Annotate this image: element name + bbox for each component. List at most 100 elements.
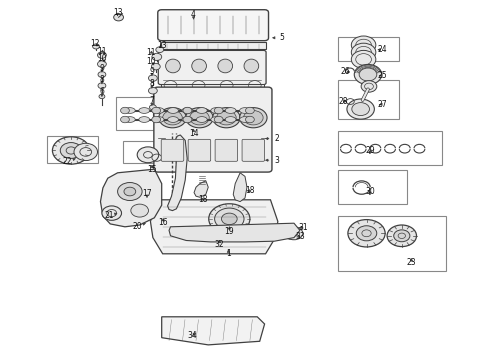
Text: 11: 11: [97, 46, 107, 55]
Circle shape: [182, 226, 200, 239]
Text: 9: 9: [149, 68, 154, 77]
Circle shape: [209, 204, 250, 234]
Text: 23: 23: [407, 258, 416, 267]
Circle shape: [152, 53, 162, 60]
Ellipse shape: [240, 117, 250, 122]
Text: 29: 29: [365, 146, 375, 155]
Circle shape: [217, 111, 236, 125]
Text: 9: 9: [99, 64, 104, 73]
Text: 18: 18: [245, 186, 255, 195]
Text: 17: 17: [142, 189, 152, 198]
Text: 13: 13: [157, 40, 167, 49]
Polygon shape: [169, 223, 300, 242]
Circle shape: [183, 107, 192, 114]
Circle shape: [214, 107, 223, 114]
Ellipse shape: [124, 108, 135, 113]
Circle shape: [74, 143, 98, 161]
Text: 16: 16: [158, 218, 168, 227]
Ellipse shape: [153, 117, 164, 122]
FancyBboxPatch shape: [161, 84, 264, 87]
Circle shape: [159, 108, 186, 128]
Ellipse shape: [124, 117, 135, 122]
Bar: [47, 136, 98, 163]
Text: 31: 31: [298, 223, 308, 232]
Text: 30: 30: [365, 187, 375, 196]
Ellipse shape: [139, 108, 149, 113]
Circle shape: [215, 208, 244, 230]
Circle shape: [148, 87, 157, 94]
Circle shape: [148, 75, 157, 81]
Circle shape: [152, 116, 161, 123]
Circle shape: [214, 116, 223, 123]
Bar: [122, 141, 176, 163]
Circle shape: [102, 206, 122, 220]
Circle shape: [183, 116, 192, 123]
Ellipse shape: [192, 59, 206, 73]
Polygon shape: [194, 181, 208, 197]
Text: 19: 19: [224, 227, 234, 236]
Bar: [338, 131, 442, 165]
Text: 25: 25: [377, 71, 387, 80]
Circle shape: [351, 36, 376, 54]
Circle shape: [121, 116, 129, 123]
FancyBboxPatch shape: [154, 87, 272, 172]
Circle shape: [121, 107, 129, 114]
Circle shape: [356, 226, 377, 241]
Circle shape: [359, 68, 377, 81]
Text: 8: 8: [99, 75, 104, 84]
Ellipse shape: [211, 117, 221, 122]
FancyBboxPatch shape: [161, 139, 184, 161]
Ellipse shape: [211, 108, 221, 113]
Text: 10: 10: [97, 54, 107, 63]
Circle shape: [124, 187, 136, 196]
Circle shape: [98, 72, 106, 77]
Circle shape: [352, 103, 369, 116]
Text: 5: 5: [273, 33, 284, 42]
Polygon shape: [168, 135, 187, 211]
Text: 28: 28: [338, 97, 348, 106]
Circle shape: [165, 142, 180, 153]
FancyBboxPatch shape: [188, 139, 211, 161]
Circle shape: [244, 111, 263, 125]
Ellipse shape: [244, 59, 259, 73]
Circle shape: [98, 83, 106, 89]
Text: 12: 12: [90, 40, 99, 49]
Bar: [338, 37, 399, 61]
FancyBboxPatch shape: [158, 10, 269, 41]
Text: 4: 4: [191, 10, 196, 19]
Circle shape: [149, 105, 156, 110]
Text: 6: 6: [99, 87, 104, 96]
Text: 1: 1: [226, 249, 231, 258]
Circle shape: [151, 63, 160, 70]
Circle shape: [156, 47, 164, 53]
Text: 13: 13: [113, 8, 122, 17]
Circle shape: [240, 108, 267, 128]
Circle shape: [52, 137, 90, 164]
Circle shape: [394, 230, 410, 242]
Circle shape: [361, 81, 377, 92]
FancyBboxPatch shape: [158, 50, 266, 85]
Bar: [116, 97, 256, 130]
FancyBboxPatch shape: [242, 139, 265, 161]
Text: 24: 24: [377, 45, 387, 54]
Text: 34: 34: [187, 331, 197, 340]
Text: 10: 10: [146, 57, 156, 66]
Circle shape: [260, 226, 277, 239]
Circle shape: [186, 108, 213, 128]
Bar: [338, 80, 399, 119]
Text: 7: 7: [149, 96, 154, 105]
Ellipse shape: [168, 108, 178, 113]
Ellipse shape: [139, 117, 149, 122]
Circle shape: [98, 52, 106, 58]
Text: 3: 3: [266, 156, 279, 165]
Text: 14: 14: [189, 129, 198, 138]
Text: 11: 11: [146, 48, 156, 57]
Text: 27: 27: [377, 100, 387, 109]
FancyBboxPatch shape: [215, 139, 238, 161]
Polygon shape: [150, 200, 278, 254]
Ellipse shape: [225, 117, 236, 122]
Ellipse shape: [225, 108, 236, 113]
Circle shape: [245, 107, 254, 114]
Circle shape: [99, 94, 105, 99]
Circle shape: [114, 14, 123, 21]
